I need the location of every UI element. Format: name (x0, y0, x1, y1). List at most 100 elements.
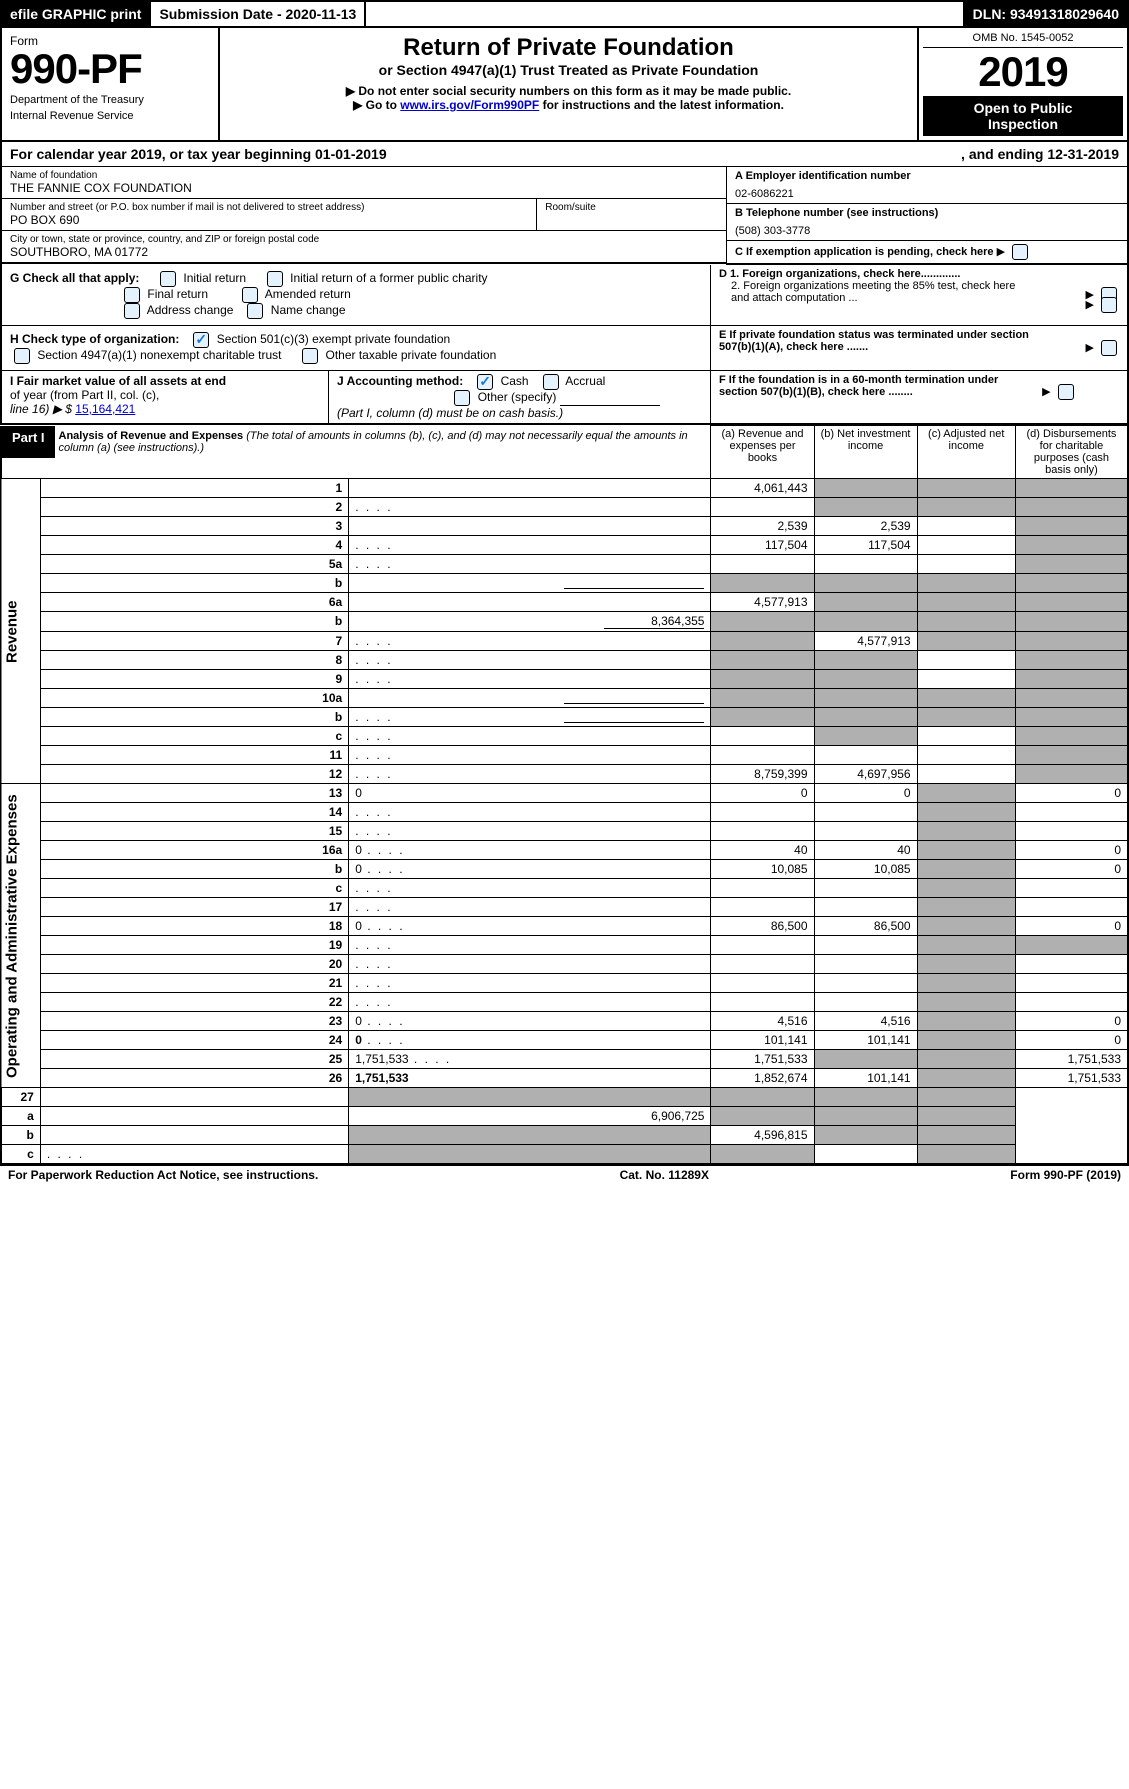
tax-year: 2019 (923, 51, 1123, 93)
line-number: 2 (40, 498, 348, 517)
table-row: 8 (1, 651, 1128, 670)
amount-cell-c (917, 632, 1015, 651)
table-row: 4117,504117,504 (1, 536, 1128, 555)
j-label: J Accounting method: (337, 374, 463, 388)
amount-cell-c (814, 1126, 917, 1145)
j-accrual[interactable] (543, 374, 559, 390)
i-label3: line 16) ▶ $ (10, 402, 72, 416)
h-other-taxable[interactable] (302, 348, 318, 364)
g-initial-return[interactable] (160, 271, 176, 287)
amount-cell-b: 4,577,913 (814, 632, 917, 651)
amount-cell-d (1015, 727, 1128, 746)
meta-block: Name of foundation THE FANNIE COX FOUNDA… (0, 167, 1129, 265)
table-row: 10a (1, 689, 1128, 708)
amount-cell-d (917, 1107, 1015, 1126)
table-row: 5a (1, 555, 1128, 574)
amount-cell-c (917, 708, 1015, 727)
line-number: 5a (40, 555, 348, 574)
amount-cell-a (711, 689, 814, 708)
line-description (349, 993, 711, 1012)
amount-cell-a: 86,500 (711, 917, 814, 936)
amount-cell-d (1015, 822, 1128, 841)
amount-cell-a: 2,539 (711, 517, 814, 536)
amount-cell-a (711, 555, 814, 574)
g-name-change[interactable] (247, 303, 263, 319)
h-4947[interactable] (14, 348, 30, 364)
amount-cell-c (917, 612, 1015, 632)
amount-cell-b (814, 574, 917, 593)
amount-cell-a: 8,759,399 (711, 765, 814, 784)
amount-cell-a: 101,141 (711, 1031, 814, 1050)
amount-cell-a (711, 632, 814, 651)
line-description: 0 (349, 841, 711, 860)
amount-cell-b (814, 936, 917, 955)
j-other[interactable] (454, 390, 470, 406)
g-final-return[interactable] (124, 287, 140, 303)
amount-cell-c (917, 879, 1015, 898)
g-label: G Check all that apply: (10, 271, 139, 285)
line-description (349, 708, 711, 727)
g-opt4: Amended return (265, 287, 351, 301)
table-row: 128,759,3994,697,956 (1, 765, 1128, 784)
d2-checkbox[interactable] (1101, 297, 1117, 313)
table-row: b8,364,355 (1, 612, 1128, 632)
h-501c3[interactable] (193, 332, 209, 348)
room-cell: Room/suite (537, 199, 726, 231)
c-checkbox[interactable] (1012, 244, 1028, 260)
irs-link[interactable]: www.irs.gov/Form990PF (400, 98, 539, 112)
line-number: 25 (40, 1050, 348, 1069)
amount-cell-b (711, 1107, 814, 1126)
line-number: 18 (40, 917, 348, 936)
h-opt1: Section 501(c)(3) exempt private foundat… (217, 332, 450, 346)
line-description (349, 879, 711, 898)
amount-cell-d (1015, 670, 1128, 689)
f-checkbox[interactable] (1058, 384, 1074, 400)
line-number: 22 (40, 993, 348, 1012)
amount-cell-a: 4,061,443 (711, 479, 814, 498)
j-other-label: Other (specify) (478, 390, 557, 404)
section-vheader: Operating and Administrative Expenses (1, 784, 40, 1088)
g-address-change[interactable] (124, 303, 140, 319)
amount-cell-d (1015, 479, 1128, 498)
instr-2: ▶ Go to www.irs.gov/Form990PF for instru… (232, 98, 905, 112)
amount-cell-d: 0 (1015, 841, 1128, 860)
amount-cell-a (711, 974, 814, 993)
table-row: 19 (1, 936, 1128, 955)
amount-cell-b: 4,596,815 (711, 1126, 814, 1145)
d-cell: D 1. Foreign organizations, check here..… (711, 265, 1127, 325)
j-note: (Part I, column (d) must be on cash basi… (337, 406, 563, 420)
line-description: 0 (349, 1031, 711, 1050)
d2-arrow: ▶ (1085, 297, 1121, 313)
g-amended[interactable] (242, 287, 258, 303)
amount-cell-d: 0 (1015, 784, 1128, 803)
f-cell: F If the foundation is in a 60-month ter… (711, 371, 1127, 423)
h-opt2: Section 4947(a)(1) nonexempt charitable … (37, 348, 281, 362)
line-description: 0 (349, 784, 711, 803)
line-description (349, 936, 711, 955)
amount-cell-c (917, 670, 1015, 689)
line-number: c (40, 879, 348, 898)
amount-cell-d (1015, 574, 1128, 593)
g-initial-former[interactable] (267, 271, 283, 287)
foundation-name: THE FANNIE COX FOUNDATION (10, 181, 718, 195)
g-row: G Check all that apply: Initial return I… (0, 265, 1129, 326)
amount-cell-d (1015, 612, 1128, 632)
table-row: Operating and Administrative Expenses130… (1, 784, 1128, 803)
form-title: Return of Private Foundation (232, 34, 905, 62)
amount-cell-d: 1,751,533 (1015, 1050, 1128, 1069)
amount-cell-c (917, 479, 1015, 498)
j-cash-label: Cash (501, 374, 529, 388)
amount-cell-b (814, 993, 917, 1012)
g-opt3: Final return (147, 287, 208, 301)
amount-cell-d (1015, 898, 1128, 917)
j-cash[interactable] (477, 374, 493, 390)
amount-cell-d: 0 (1015, 1031, 1128, 1050)
amount-cell-b (814, 727, 917, 746)
amount-cell-c (814, 1088, 917, 1107)
amount-cell-b (814, 803, 917, 822)
j-cell: J Accounting method: Cash Accrual Other … (329, 371, 711, 423)
e-checkbox[interactable] (1101, 340, 1117, 356)
amount-cell-c (917, 822, 1015, 841)
table-row: b4,596,815 (1, 1126, 1128, 1145)
amount-cell-d (1015, 651, 1128, 670)
